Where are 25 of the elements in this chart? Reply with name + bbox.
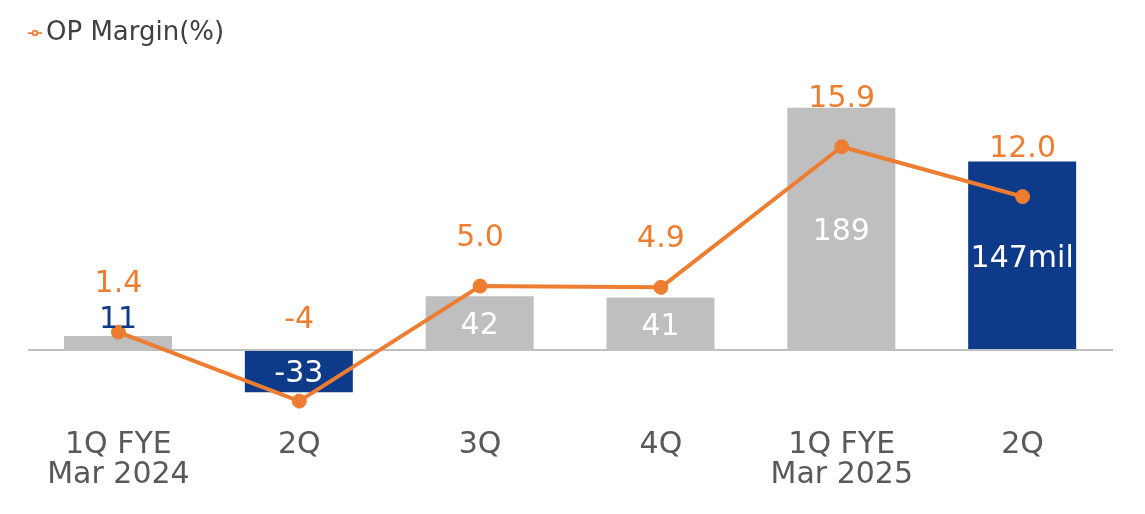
x-tick-label: 2Q — [1001, 425, 1044, 460]
point — [653, 279, 669, 295]
data-label: 147mil — [970, 238, 1074, 274]
x-tick-label: 2Q — [277, 425, 321, 460]
x-tick-label: 4Q — [639, 425, 683, 460]
data-label: -33 — [274, 354, 324, 390]
data-label: 42 — [460, 306, 499, 342]
data-label: 4.9 — [637, 219, 685, 255]
point — [291, 393, 307, 409]
data-label: 5.0 — [456, 218, 504, 254]
x-tick-label: 1Q FYE Mar 2024 — [47, 425, 190, 490]
data-label: 11 — [98, 299, 138, 335]
data-label: 189 — [812, 211, 870, 247]
data-label: 1.4 — [94, 264, 143, 300]
data-label: 41 — [641, 306, 680, 342]
point — [472, 278, 488, 294]
legend-label: OP Margin(%) — [46, 16, 225, 46]
x-tick-label: 1Q FYE Mar 2025 — [770, 425, 913, 490]
data-label: 15.9 — [808, 78, 876, 114]
data-label: 12.0 — [989, 128, 1056, 164]
x-tick-label: 3Q — [458, 425, 502, 460]
bar — [968, 161, 1077, 350]
data-label: -4 — [284, 300, 315, 335]
point — [1015, 189, 1031, 205]
point — [834, 139, 850, 155]
